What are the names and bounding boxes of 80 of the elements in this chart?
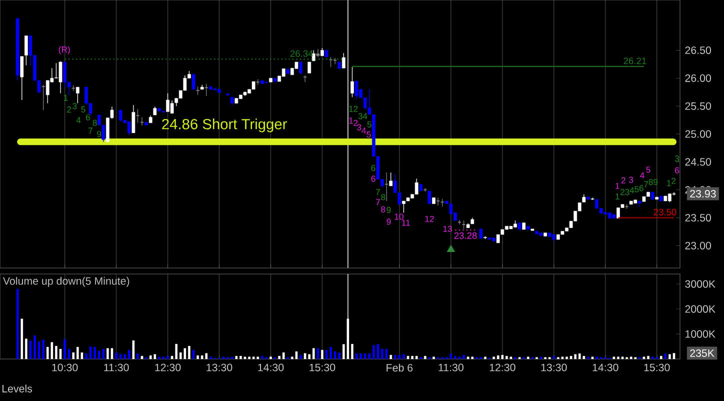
y-tick-label: 24.50 (685, 158, 711, 166)
annotation: 7 (88, 128, 92, 134)
annotation: 8 (381, 206, 386, 212)
annotation: 9 (386, 206, 391, 214)
x-tick-label: 15:30 (644, 364, 670, 372)
annotation: 4 (362, 113, 368, 120)
annotation: 2 (67, 106, 72, 112)
x-tick-label: 11:30 (104, 364, 129, 372)
annotation: 3 (72, 103, 77, 110)
annotation: 2 (621, 177, 626, 184)
x-tick-label: 13:30 (541, 364, 567, 372)
x-tick-label: 13:30 (206, 364, 232, 372)
annotation: 6 (639, 185, 644, 192)
annotation: 4 (640, 172, 644, 178)
annotation: 8 (648, 178, 653, 186)
annotation: 2 (620, 189, 624, 196)
annotation: 9 (386, 218, 391, 225)
annotation: 26.21 (624, 58, 646, 64)
annotation: 4 (76, 117, 81, 124)
annotation: 9 (97, 130, 102, 138)
x-tick-label: 14:30 (592, 364, 618, 372)
annotation: 8 (381, 194, 386, 200)
annotation: 4 (362, 128, 366, 134)
annotation: 3 (625, 189, 630, 196)
annotation: 9 (654, 178, 658, 186)
x-tick-label: 14:30 (258, 364, 284, 372)
annotation: (R) (58, 46, 70, 54)
annotation: 23.50 (654, 208, 676, 216)
y-tick-label: 23.50 (685, 214, 711, 222)
annotation: 7 (376, 199, 380, 206)
y-tick-label: 3000K (685, 280, 716, 288)
annotation: 3 (629, 176, 634, 183)
x-tick-label: 15:30 (310, 364, 336, 372)
annotation: 1 (667, 180, 671, 186)
annotation: 3 (674, 156, 680, 162)
annotation: 6 (675, 167, 680, 174)
annotation: 10 (394, 214, 404, 220)
annotation: 3 (358, 113, 362, 120)
annotation: 5 (366, 132, 371, 138)
annotation: 5 (646, 166, 650, 173)
y-tick-label: 25.00 (685, 130, 711, 138)
annotation: 2 (354, 106, 358, 112)
annotation: 1 (349, 106, 353, 112)
x-tick-label: 12:30 (490, 364, 516, 372)
annotation: 5 (81, 106, 86, 112)
annotation: 1 (616, 194, 620, 200)
annotation: 13 (443, 226, 452, 232)
annotation: 8 (92, 120, 97, 126)
annotation: 7 (376, 189, 380, 196)
x-tick-label: Feb 6 (386, 364, 413, 372)
annotation: 6 (371, 176, 376, 182)
x-tick-label: 10:30 (52, 364, 78, 372)
text: 235K (690, 349, 714, 357)
annotation: 6 (86, 114, 90, 120)
annotation: 5 (634, 186, 639, 192)
y-tick-label: 26.50 (685, 46, 711, 54)
y-tick-label: 26.00 (685, 74, 711, 82)
chart-title: Volume up down(5 Minute) (2, 276, 130, 287)
y-tick-label: 1000K (686, 330, 716, 338)
annotation: 1 (64, 94, 68, 101)
y-tick-label: 23.00 (685, 242, 711, 250)
annotation: 3 (357, 124, 362, 130)
text: Levels (2, 384, 32, 392)
annotation: 11 (402, 220, 410, 226)
annotation: 5 (367, 121, 372, 128)
annotation: 1 (349, 118, 353, 124)
x-tick-label: 11:30 (438, 364, 464, 372)
annotation: 7 (644, 181, 648, 188)
x-tick-label: 12:30 (155, 364, 181, 372)
annotation: 1 (616, 182, 620, 189)
annotation: 23.28 (454, 232, 477, 239)
annotation: 2 (672, 178, 676, 184)
ref-line-label: 24.86 Short Trigger (162, 118, 287, 132)
annotation: 26.34 (290, 50, 314, 57)
annotation: 4 (630, 187, 634, 194)
annotation: 2 (354, 120, 358, 126)
y-tick-label: 25.50 (685, 102, 711, 110)
annotation: 6 (371, 165, 376, 172)
y-tick-label: 2000K (685, 305, 716, 313)
annotation: 12 (425, 216, 434, 222)
